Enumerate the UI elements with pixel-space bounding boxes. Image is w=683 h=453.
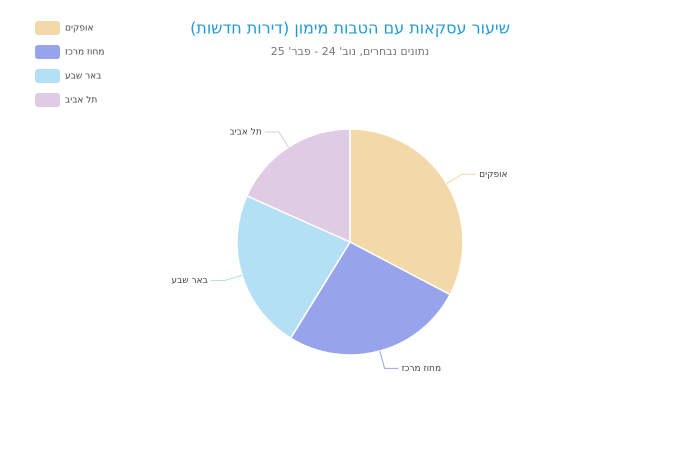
chart-subtitle: נתונים נבחרים, נוב' 24 - פבר' 25 (271, 45, 429, 58)
legend-label: תל אביב (65, 96, 97, 106)
legend-swatch (35, 69, 60, 83)
slice-label: מחוז מרכז (402, 364, 442, 374)
pie-slice (349, 128, 464, 296)
pie-slice (289, 241, 452, 356)
legend-swatch (35, 45, 60, 59)
legend-label: אופקים (65, 24, 93, 34)
slice-label: תל אביב (229, 128, 261, 138)
legend-swatch (35, 93, 60, 107)
leader-line (264, 131, 289, 148)
leader-line (210, 274, 243, 282)
pie-slice (245, 128, 351, 244)
pie-slice (236, 194, 352, 340)
legend-label: מחוז מרכז (65, 48, 105, 58)
slice-label: באר שבע (171, 276, 207, 286)
chart-title: שיעור עסקאות עם הטבות מימון (דירות חדשות… (190, 19, 510, 38)
legend-swatch (35, 21, 60, 35)
leader-line (379, 350, 399, 369)
legend-label: באר שבע (65, 72, 101, 82)
leader-line (446, 173, 477, 184)
slice-label: אופקים (479, 170, 507, 180)
